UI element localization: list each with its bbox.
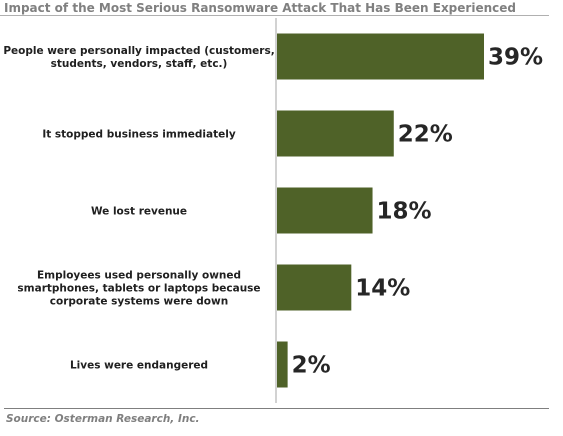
value-label-0: 39% (488, 45, 543, 71)
category-label-line: students, vendors, staff, etc.) (51, 58, 228, 70)
category-label-line: corporate systems were down (50, 296, 228, 308)
category-label-line: Lives were endangered (70, 360, 208, 372)
category-label-3: Employees used personally owned smartphon… (17, 270, 260, 308)
bar-0 (277, 33, 484, 80)
category-label-line: We lost revenue (91, 206, 187, 218)
value-label-3: 14% (355, 276, 410, 302)
title-divider (0, 15, 549, 16)
category-label-2: We lost revenue (91, 206, 187, 218)
bar-chart-svg: 39% People were personally impacted (cust… (3, 18, 543, 403)
bar-3 (277, 264, 352, 311)
category-label-0: People were personally impacted (custome… (3, 45, 274, 70)
bar-1 (277, 110, 394, 157)
category-label-line: People were personally impacted (custome… (3, 45, 274, 57)
category-label-line: It stopped business immediately (42, 129, 236, 141)
value-label-4: 2% (292, 353, 331, 379)
category-label-4: Lives were endangered (70, 360, 208, 372)
category-label-line: Employees used personally owned (37, 270, 241, 282)
bar-4 (277, 341, 288, 388)
value-label-1: 22% (398, 122, 453, 148)
source-divider (4, 408, 549, 409)
bar-chart: 39% People were personally impacted (cust… (0, 18, 563, 403)
category-label-1: It stopped business immediately (42, 129, 236, 141)
source-note: Source: Osterman Research, Inc. (6, 413, 200, 425)
category-label-line: smartphones, tablets or laptops because (17, 283, 260, 295)
value-label-2: 18% (377, 199, 432, 225)
bar-2 (277, 187, 373, 234)
chart-title: Impact of the Most Serious Ransomware At… (4, 1, 516, 15)
